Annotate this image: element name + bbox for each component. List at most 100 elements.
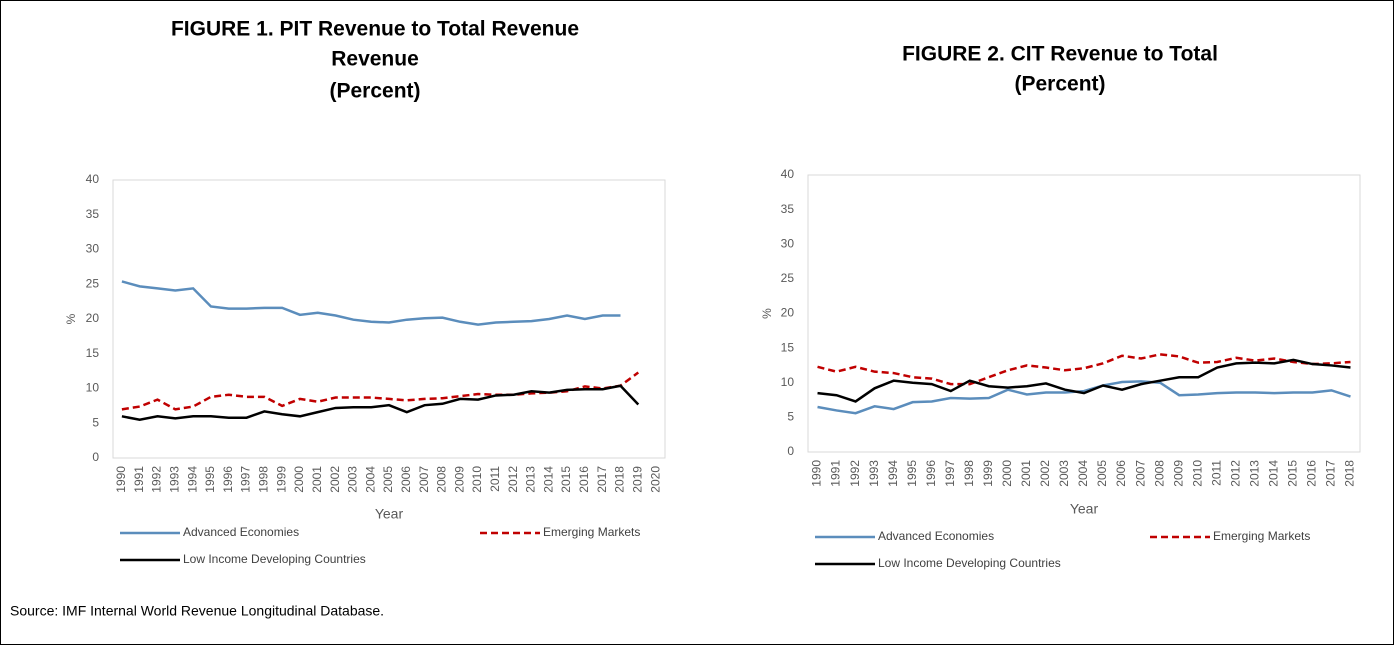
x-tick-label: 1998	[962, 460, 976, 487]
x-tick-label: 1992	[848, 460, 862, 487]
source-note: Source: IMF Internal World Revenue Longi…	[10, 603, 384, 619]
x-tick-label: 2002	[1038, 460, 1052, 487]
x-tick-label: 2013	[1247, 460, 1261, 487]
x-tick-label: 1994	[886, 460, 900, 487]
x-tick-label: 2010	[470, 466, 484, 493]
x-tick-label: 2005	[381, 466, 395, 493]
x-tick-label: 2000	[1000, 460, 1014, 487]
x-tick-label: 2011	[488, 466, 502, 492]
legend-label: Emerging Markets	[543, 525, 640, 539]
x-tick-label: 1996	[221, 466, 235, 493]
x-tick-label: 1991	[829, 460, 843, 487]
y-tick-label: 40	[86, 172, 100, 186]
x-tick-label: 2008	[1152, 460, 1166, 487]
chart-title: Revenue	[331, 48, 419, 71]
x-tick-label: 1993	[167, 466, 181, 493]
x-tick-label: 1992	[150, 466, 164, 493]
x-tick-label: 1996	[924, 460, 938, 487]
x-tick-label: 2016	[577, 466, 591, 493]
y-tick-label: 15	[781, 340, 795, 354]
y-tick-label: 5	[787, 410, 794, 424]
y-tick-label: 30	[781, 236, 795, 250]
x-tick-label: 2019	[630, 466, 644, 493]
x-tick-label: 2004	[363, 466, 377, 493]
x-axis-label: Year	[375, 506, 404, 522]
y-tick-label: 40	[781, 167, 795, 181]
chart-title: FIGURE 1. PIT Revenue to Total Revenue	[171, 18, 579, 41]
chart-title: FIGURE 2. CIT Revenue to Total	[902, 43, 1218, 66]
y-tick-label: 25	[781, 271, 795, 285]
x-tick-label: 2015	[559, 466, 573, 493]
x-tick-label: 2009	[452, 466, 466, 493]
x-tick-label: 2007	[417, 466, 431, 493]
y-tick-label: 20	[86, 311, 100, 325]
x-tick-label: 2017	[1324, 460, 1338, 487]
chart-title: (Percent)	[329, 80, 420, 103]
series-line	[121, 384, 640, 422]
x-tick-label: 2017	[595, 466, 609, 493]
chart-title: (Percent)	[1014, 73, 1105, 96]
series-line	[121, 280, 621, 326]
x-tick-label: 2012	[506, 466, 520, 493]
y-axis-label: %	[760, 308, 774, 319]
x-tick-label: 2003	[346, 466, 360, 493]
legend-label: Low Income Developing Countries	[878, 556, 1061, 570]
x-tick-label: 2001	[310, 466, 324, 493]
y-tick-label: 0	[92, 450, 99, 464]
x-tick-label: 2020	[648, 466, 662, 493]
y-tick-label: 20	[781, 306, 795, 320]
y-tick-label: 30	[86, 242, 100, 256]
y-tick-label: 15	[86, 346, 100, 360]
x-tick-label: 1991	[132, 466, 146, 493]
y-tick-label: 0	[787, 444, 794, 458]
x-tick-label: 2000	[292, 466, 306, 493]
x-tick-label: 2018	[613, 466, 627, 493]
x-tick-label: 2015	[1286, 460, 1300, 487]
x-tick-label: 1998	[257, 466, 271, 493]
x-tick-label: 1999	[981, 460, 995, 487]
x-tick-label: 2009	[1171, 460, 1185, 487]
legend-label: Advanced Economies	[183, 525, 299, 539]
x-tick-label: 2018	[1343, 460, 1357, 487]
plot-area	[112, 179, 666, 459]
x-tick-label: 1994	[185, 466, 199, 493]
x-tick-label: 1990	[114, 466, 128, 493]
x-tick-label: 2002	[328, 466, 342, 493]
x-tick-label: 2006	[399, 466, 413, 493]
y-axis-label: %	[64, 313, 78, 324]
y-tick-label: 10	[86, 381, 100, 395]
legend-label: Low Income Developing Countries	[183, 552, 366, 566]
x-tick-label: 1995	[905, 460, 919, 487]
x-tick-label: 2010	[1190, 460, 1204, 487]
y-tick-label: 35	[781, 202, 795, 216]
x-tick-label: 2014	[1267, 460, 1281, 487]
y-tick-label: 35	[86, 207, 100, 221]
x-tick-label: 2006	[1114, 460, 1128, 487]
series-line	[817, 353, 1351, 386]
y-tick-label: 5	[92, 415, 99, 429]
plot-area	[807, 174, 1361, 453]
x-tick-label: 1993	[867, 460, 881, 487]
x-tick-label: 2005	[1095, 460, 1109, 487]
x-tick-label: 2007	[1133, 460, 1147, 487]
x-tick-label: 2004	[1076, 460, 1090, 487]
series-line	[817, 380, 1351, 415]
y-tick-label: 25	[86, 276, 100, 290]
x-tick-label: 1995	[203, 466, 217, 493]
x-tick-label: 2011	[1209, 460, 1223, 486]
x-tick-label: 1990	[810, 460, 824, 487]
x-tick-label: 2014	[541, 466, 555, 493]
x-tick-label: 2012	[1228, 460, 1242, 487]
x-tick-label: 1997	[943, 460, 957, 487]
x-axis-label: Year	[1070, 501, 1099, 517]
x-tick-label: 2008	[435, 466, 449, 493]
y-tick-label: 10	[781, 375, 795, 389]
legend-label: Emerging Markets	[1213, 529, 1310, 543]
x-tick-label: 1997	[239, 466, 253, 493]
x-tick-label: 2013	[524, 466, 538, 493]
legend-label: Advanced Economies	[878, 529, 994, 543]
series-line	[817, 358, 1351, 403]
x-tick-label: 2001	[1019, 460, 1033, 487]
